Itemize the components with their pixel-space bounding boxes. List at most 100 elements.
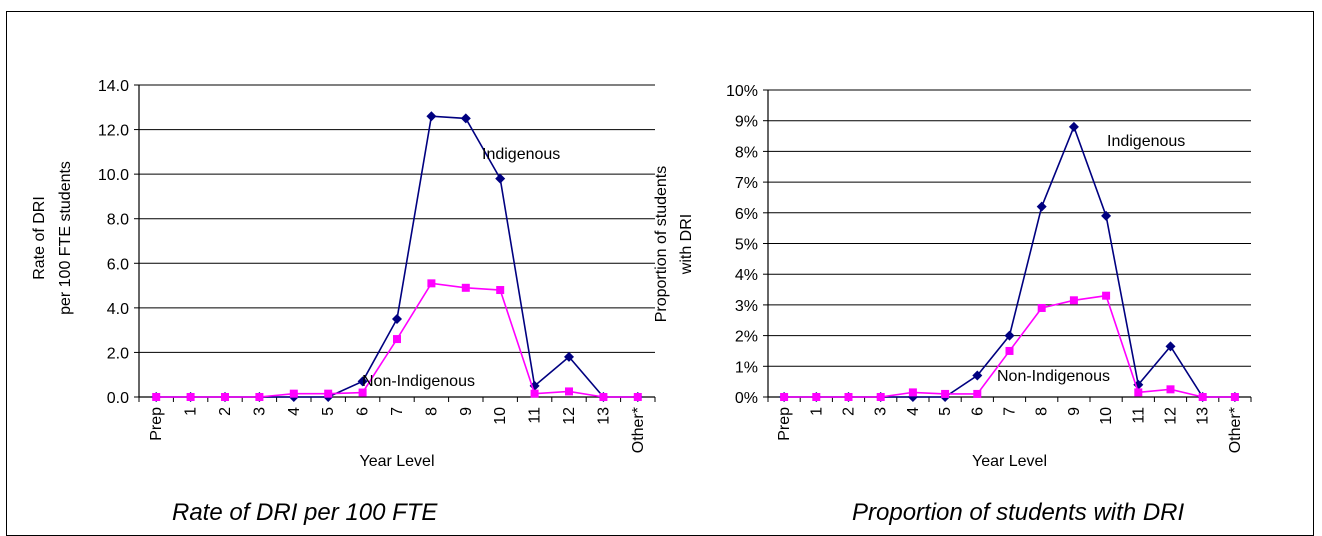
data-point <box>1230 393 1239 401</box>
data-point <box>972 370 983 381</box>
y-tick-label: 7% <box>735 175 758 192</box>
y-tick-label: 8% <box>735 144 758 161</box>
y-tick-label: 10.0 <box>98 167 129 184</box>
x-tick-label: 1 <box>808 407 825 416</box>
series-label: Non-Indigenous <box>362 373 475 390</box>
data-point <box>496 286 505 295</box>
x-tick-label: 10 <box>1098 407 1115 425</box>
series-label: Non-Indigenous <box>997 368 1110 385</box>
data-point <box>289 389 298 398</box>
x-tick-label: 11 <box>1130 407 1147 424</box>
data-point <box>599 393 608 401</box>
y-tick-label: 1% <box>735 359 758 376</box>
x-tick-label: Prep <box>776 407 793 441</box>
x-tick-label: 7 <box>389 407 406 416</box>
x-tick-label: Prep <box>148 407 165 441</box>
data-point <box>255 393 264 401</box>
data-point <box>1134 388 1143 397</box>
x-tick-label: 13 <box>1195 407 1212 425</box>
data-point <box>1004 330 1015 341</box>
data-point <box>941 389 950 398</box>
data-point <box>460 113 471 124</box>
x-tick-label: 4 <box>286 407 303 416</box>
y-tick-label: 5% <box>735 237 758 254</box>
chart-2-caption: Proportion of students with DRI <box>852 499 1185 526</box>
y-axis-label: with DRI <box>678 214 695 275</box>
data-point <box>358 388 367 397</box>
y-tick-label: 10% <box>726 83 758 100</box>
x-tick-label: 13 <box>595 407 612 425</box>
data-point <box>324 389 333 398</box>
data-point <box>1068 121 1079 132</box>
x-tick-label: 4 <box>905 407 922 416</box>
data-point <box>780 393 789 401</box>
chart-1-caption: Rate of DRI per 100 FTE <box>172 499 438 526</box>
x-tick-label: 9 <box>458 407 475 416</box>
data-point <box>1101 210 1112 221</box>
x-tick-label: 10 <box>492 407 509 425</box>
y-axis-label: Proportion of students <box>653 166 670 323</box>
y-tick-label: 9% <box>735 114 758 131</box>
x-tick-label: 11 <box>527 407 544 424</box>
data-point <box>1037 303 1046 312</box>
data-point <box>1166 385 1175 394</box>
x-tick-label: 2 <box>217 407 234 416</box>
y-tick-label: 4.0 <box>107 301 129 318</box>
y-tick-label: 0.0 <box>107 390 129 407</box>
data-point <box>461 283 470 292</box>
x-tick-label: 3 <box>873 407 890 416</box>
data-point <box>152 393 161 401</box>
x-tick-label: 5 <box>320 407 337 416</box>
x-axis-label: Year Level <box>972 453 1047 470</box>
y-tick-label: 2% <box>735 329 758 346</box>
x-tick-label: 7 <box>1002 407 1019 416</box>
data-point <box>186 393 195 401</box>
data-point <box>633 393 642 401</box>
data-point <box>392 314 402 324</box>
x-tick-label: Other* <box>1227 407 1244 453</box>
y-axis-label: per 100 FTE students <box>57 161 74 315</box>
data-point <box>812 393 821 401</box>
data-point <box>973 389 982 398</box>
x-tick-label: 12 <box>561 407 578 425</box>
y-tick-label: 2.0 <box>107 345 129 362</box>
x-tick-label: 5 <box>937 407 954 416</box>
y-tick-label: 6% <box>735 206 758 223</box>
data-point <box>876 393 885 401</box>
y-tick-label: 0% <box>735 390 758 407</box>
x-tick-label: 6 <box>355 407 372 416</box>
data-point <box>530 389 539 398</box>
data-point <box>844 393 853 401</box>
series-line-1 <box>156 115 638 398</box>
y-tick-label: 6.0 <box>107 256 129 273</box>
y-tick-label: 3% <box>735 298 758 315</box>
y-tick-label: 8.0 <box>107 212 129 229</box>
data-point <box>564 351 574 362</box>
x-tick-label: 8 <box>1034 407 1051 416</box>
x-tick-label: 12 <box>1163 407 1180 425</box>
y-axis-label: Rate of DRI <box>31 196 48 280</box>
series-label: Indigenous <box>1107 133 1185 150</box>
data-point <box>427 279 436 288</box>
series-line-1 <box>784 124 1235 398</box>
data-point <box>426 111 437 122</box>
data-point <box>908 388 917 397</box>
data-point <box>221 393 229 401</box>
data-point <box>1069 296 1078 305</box>
data-point <box>393 335 401 344</box>
x-tick-label: 8 <box>423 407 440 416</box>
y-tick-label: 12.0 <box>98 123 129 140</box>
series-label: Indigenous <box>482 146 560 163</box>
data-point <box>1102 291 1111 300</box>
chart-2: 0%1%2%3%4%5%6%7%8%9%10%Prep 1 2 3 4 5 6 7 8 9 10 11… <box>653 83 1252 470</box>
data-point <box>1198 393 1207 401</box>
y-tick-label: 14.0 <box>98 78 129 95</box>
x-tick-label: 6 <box>969 407 986 416</box>
data-point <box>357 376 368 387</box>
data-point <box>1036 201 1047 212</box>
x-axis-label: Year Level <box>359 453 434 470</box>
x-tick-label: Other* <box>630 407 647 453</box>
data-point <box>1005 346 1014 355</box>
